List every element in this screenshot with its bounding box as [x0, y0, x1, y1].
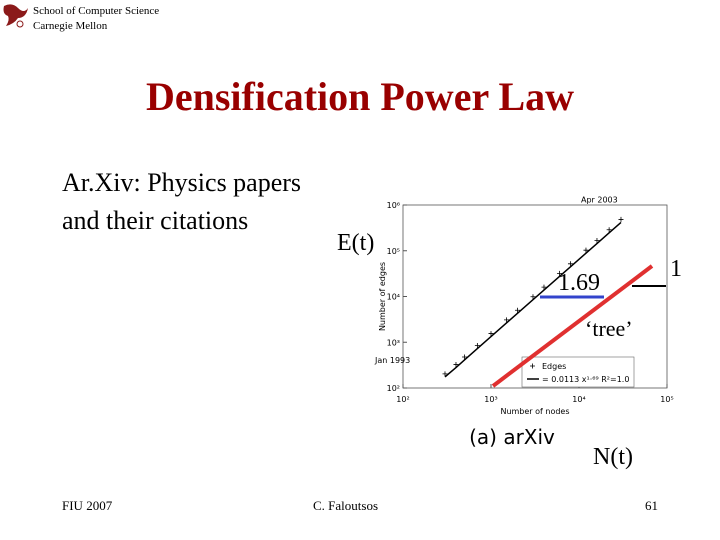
footer-right: 61	[645, 498, 658, 513]
data-point	[462, 354, 468, 360]
data-point	[453, 362, 459, 368]
data-point	[618, 216, 624, 222]
end-annotation: Apr 2003	[581, 195, 618, 204]
data-point	[442, 371, 448, 377]
data-point	[514, 307, 520, 313]
start-annotation: Jan 1993	[374, 356, 410, 365]
chart-background	[370, 190, 690, 455]
body-text: and their citations	[62, 206, 248, 235]
x-axis-label: Number of nodes	[500, 407, 569, 416]
legend-fit-label: = 0.0113 x¹·⁶⁹ R²=1.0	[542, 375, 629, 384]
data-point	[567, 261, 573, 267]
unit-annotation: 1	[670, 256, 682, 282]
tree-slope-line	[491, 264, 654, 388]
legend-marker	[530, 363, 535, 369]
data-point	[606, 227, 612, 233]
legend-label: Edges	[542, 362, 566, 371]
y-annotation: E(t)	[337, 230, 374, 256]
x-tick-label: 10²	[396, 395, 409, 404]
data-point	[556, 270, 562, 276]
school-name: School of Computer Science	[33, 5, 159, 17]
data-point	[541, 284, 547, 290]
data-point	[488, 331, 494, 337]
y-tick-label: 10⁵	[387, 247, 400, 256]
data-point	[594, 238, 600, 244]
y-tick-label: 10²	[387, 384, 400, 393]
x-tick-label: 10⁵	[660, 395, 673, 404]
y-tick-label: 10⁶	[387, 201, 400, 210]
y-tick-label: 10³	[387, 338, 400, 347]
fit-line	[444, 221, 622, 378]
data-point	[503, 317, 509, 323]
chart-caption: (a) arXiv	[469, 425, 555, 449]
tree-annotation: ‘tree’	[585, 316, 633, 341]
slide-title: Densification Power Law	[146, 74, 574, 119]
y-axis-label: Number of edges	[378, 262, 387, 331]
chart: 10² 10³ 10⁴ 10⁵ 10² 10³ 10⁴ 10⁵ 10⁶ Number of nod…	[370, 190, 690, 455]
y-tick-label: 10⁴	[387, 293, 400, 302]
slope-annotation: 1.69	[558, 270, 600, 296]
data-point	[474, 343, 480, 349]
footer-left: FIU 2007	[62, 498, 113, 513]
body-text: Ar.Xiv: Physics papers	[62, 168, 301, 197]
legend-box	[521, 356, 635, 388]
data-point	[583, 247, 589, 253]
university-name: Carnegie Mellon	[33, 20, 108, 32]
x-tick-label: 10⁴	[572, 395, 585, 404]
x-tick-label: 10³	[484, 395, 497, 404]
footer-center: C. Faloutsos	[313, 498, 378, 513]
data-point	[530, 294, 536, 300]
x-annotation: N(t)	[593, 444, 633, 470]
logo	[3, 4, 28, 28]
